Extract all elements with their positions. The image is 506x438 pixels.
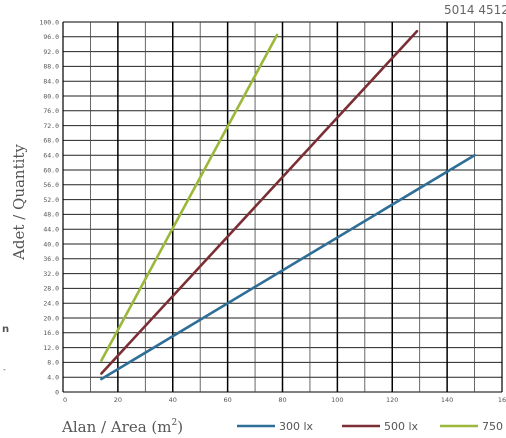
y-tick-label: 32.0 [43, 270, 59, 278]
y-tick-label: 92.0 [43, 48, 59, 56]
x-tick-label: 60 [223, 396, 231, 404]
y-tick-label: 4.0 [47, 374, 59, 382]
y-tick-label: 16.0 [43, 329, 59, 337]
y-tick-label: 28.0 [43, 285, 59, 293]
y-tick-label: 96.0 [43, 33, 59, 41]
y-tick-label: 52.0 [43, 196, 59, 204]
y-tick-label: 20.0 [43, 314, 59, 322]
y-tick-label: 48.0 [43, 211, 59, 219]
y-tick-label: 12.0 [43, 344, 59, 352]
y-tick-label: 8.0 [47, 359, 59, 367]
y-tick-label: 36.0 [43, 255, 59, 263]
y-tick-label: 88.0 [43, 63, 59, 71]
x-axis-label: Alan / Area (m2) [61, 418, 183, 436]
y-tick-label: 56.0 [43, 181, 59, 189]
x-axis-label-superscript: 2 [172, 418, 178, 428]
x-tick-label: 20 [114, 396, 122, 404]
y-tick-label: 64.0 [43, 152, 59, 160]
clipped-side-dash: - [3, 365, 6, 374]
y-tick-label: 40.0 [43, 240, 59, 248]
series-line-3 [100, 33, 279, 362]
clipped-side-text: n [2, 324, 9, 335]
product-code: 5014 4512 [444, 3, 506, 17]
series-lines [100, 29, 476, 381]
y-tick-label: 60.0 [43, 166, 59, 174]
x-axis-label-close: ) [177, 418, 183, 436]
y-tick-label: 44.0 [43, 226, 59, 234]
y-tick-label: 80.0 [43, 92, 59, 100]
x-tick-label: 16 [498, 396, 506, 404]
y-axis-ticks: 0 4.0 8.0 12.0 16.0 20.0 24.0 28.0 32.0 36.0 40.0 4… [39, 18, 59, 396]
x-tick-label: 120 [386, 396, 398, 404]
y-tick-label: 84.0 [43, 78, 59, 86]
y-tick-label: 72.0 [43, 122, 59, 130]
y-axis-label: Adet / Quantity [10, 144, 28, 261]
y-tick-label: 100.0 [39, 18, 59, 26]
x-tick-label: 140 [441, 396, 453, 404]
legend-label-3: 750 lx [482, 420, 506, 433]
y-tick-label: 0 [55, 388, 59, 396]
x-axis-ticks: 0 20 40 60 80 100 120 140 16 [63, 396, 506, 404]
y-tick-label: 76.0 [43, 107, 59, 115]
x-tick-label: 0 [63, 396, 67, 404]
y-tick-label: 24.0 [43, 300, 59, 308]
grid [62, 21, 503, 393]
x-axis-label-text: Alan / Area (m [61, 418, 172, 436]
x-tick-label: 100 [331, 396, 343, 404]
series-line-1 [100, 153, 476, 381]
legend-label-2: 500 lx [384, 420, 419, 433]
x-tick-label: 40 [169, 396, 177, 404]
x-tick-label: 80 [278, 396, 286, 404]
y-tick-label: 68.0 [43, 137, 59, 145]
legend-label-1: 300 lx [279, 420, 314, 433]
legend: 300 lx 500 lx 750 lx [237, 420, 506, 433]
series-line-2 [100, 29, 419, 375]
